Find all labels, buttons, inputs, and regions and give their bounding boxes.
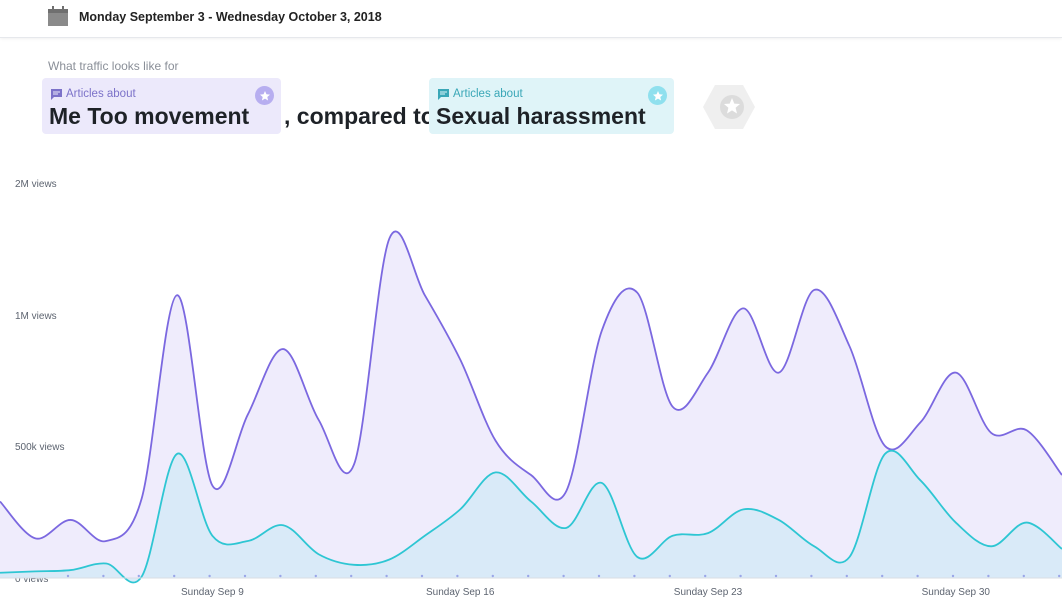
- y-axis: 0 views 500k views 1M views 2M views: [15, 179, 64, 585]
- comment-icon: [438, 88, 449, 100]
- day-marker: [66, 574, 70, 578]
- x-axis: Sunday Sep 9 Sunday Sep 16 Sunday Sep 23 Su…: [0, 574, 1062, 598]
- star-icon: [259, 90, 270, 100]
- day-marker: [527, 574, 530, 578]
- secondary-topic-kicker: Articles about: [438, 88, 523, 100]
- day-marker: [456, 574, 459, 578]
- day-marker: [916, 574, 919, 578]
- day-marker: [385, 574, 388, 578]
- day-marker: [704, 574, 707, 578]
- secondary-topic-title[interactable]: Sexual harassment: [436, 103, 646, 129]
- day-marker: [562, 574, 565, 578]
- day-marker: [208, 574, 211, 578]
- y-tick-label: 500k views: [15, 442, 64, 453]
- x-tick-label: Sunday Sep 23: [674, 587, 743, 598]
- day-marker: [137, 574, 140, 578]
- day-marker: [1058, 574, 1061, 578]
- date-range[interactable]: Monday September 3 - Wednesday October 3…: [79, 10, 382, 24]
- x-tick-label: Sunday Sep 9: [181, 587, 244, 598]
- day-marker: [881, 574, 884, 578]
- day-marker: [774, 574, 778, 578]
- comparison-prefix-label: What traffic looks like for: [48, 59, 179, 73]
- series-line-1[interactable]: [0, 450, 1062, 584]
- day-marker: [314, 574, 317, 578]
- comparison-connector: , compared to: [284, 103, 435, 129]
- secondary-star-button[interactable]: [648, 86, 667, 105]
- day-marker: [951, 574, 955, 578]
- day-marker: [491, 574, 494, 578]
- y-tick-label: 0 views: [15, 574, 48, 585]
- day-marker: [633, 574, 636, 578]
- primary-star-button[interactable]: [255, 86, 274, 105]
- series-area-0: [0, 231, 1062, 579]
- day-marker: [102, 574, 105, 578]
- primary-topic-title[interactable]: Me Too movement: [49, 103, 250, 129]
- x-tick-label: Sunday Sep 16: [426, 587, 495, 598]
- day-marker: [279, 574, 282, 578]
- day-marker: [739, 574, 742, 578]
- day-marker: [243, 574, 247, 578]
- series-area-1: [0, 450, 1062, 583]
- day-marker: [810, 574, 813, 578]
- day-marker: [420, 574, 424, 578]
- y-tick-label: 1M views: [15, 311, 57, 322]
- add-topic-button[interactable]: [701, 83, 757, 131]
- day-marker: [597, 574, 601, 578]
- secondary-topic-card[interactable]: Articles about Sexual harassment: [429, 78, 674, 134]
- day-marker: [1022, 574, 1025, 578]
- day-marker: [173, 574, 176, 578]
- secondary-topic-kicker-text: Articles about: [453, 88, 523, 100]
- day-marker: [845, 574, 848, 578]
- series-line-0[interactable]: [0, 230, 1062, 543]
- star-icon: [652, 90, 663, 100]
- star-icon: [724, 98, 740, 114]
- day-marker: [987, 574, 990, 578]
- top-bar: Monday September 3 - Wednesday October 3…: [0, 0, 1062, 38]
- primary-topic-card[interactable]: Articles about Me Too movement: [42, 78, 281, 134]
- series-layer: [0, 230, 1062, 584]
- day-marker: [350, 574, 353, 578]
- day-marker: [668, 574, 671, 578]
- traffic-chart: 0 views 500k views 1M views 2M views Sunday…: [0, 179, 1062, 598]
- x-tick-label: Sunday Sep 30: [922, 587, 991, 598]
- comment-icon: [51, 88, 62, 100]
- primary-topic-kicker: Articles about: [51, 88, 136, 100]
- primary-topic-kicker-text: Articles about: [66, 88, 136, 100]
- calendar-icon[interactable]: [48, 6, 68, 26]
- y-tick-label: 2M views: [15, 179, 57, 190]
